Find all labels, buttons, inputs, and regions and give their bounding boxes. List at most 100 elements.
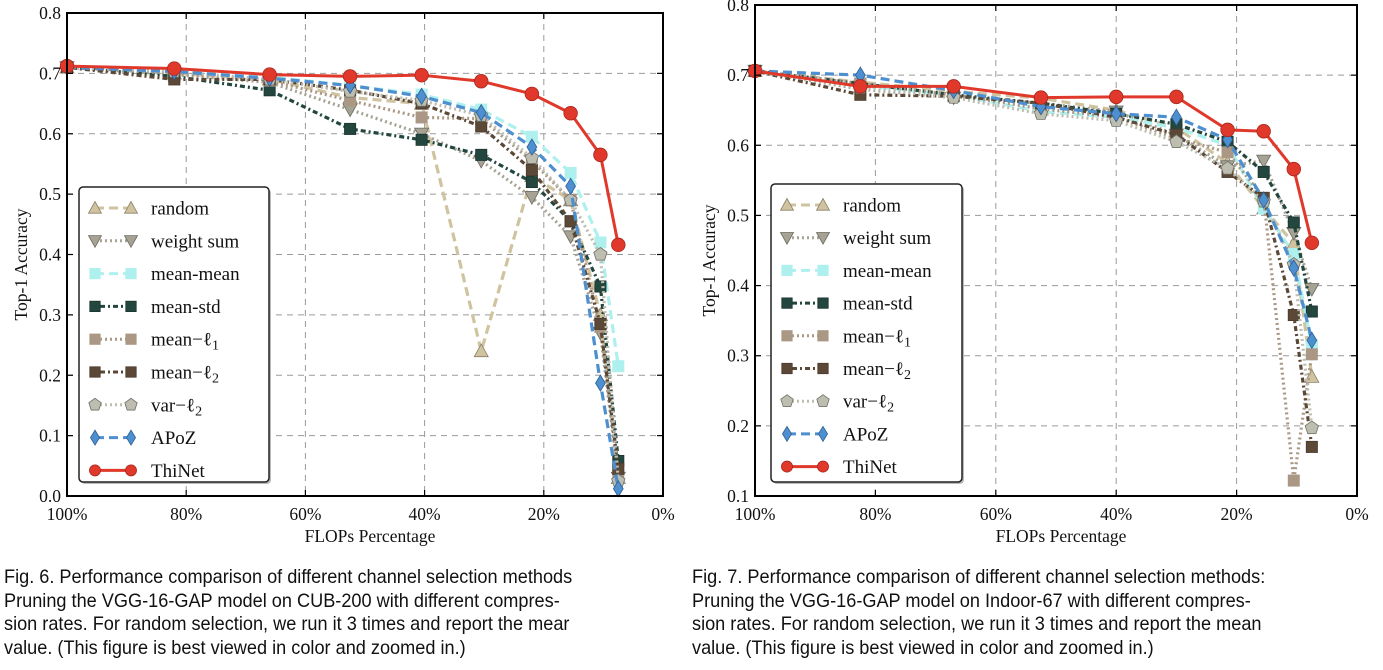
legend-item-mean-std: mean-std [781, 294, 913, 315]
legend-label: random [151, 199, 209, 220]
legend-label: mean-std [843, 294, 913, 315]
x-tick-label: 60% [289, 504, 321, 524]
data-point-apoz [1306, 331, 1318, 350]
data-point-mean-l2 [1305, 440, 1318, 453]
caption-line: Fig. 7. Performance comparison of differ… [692, 566, 1266, 588]
legend-label: var−ℓ2 [151, 395, 202, 419]
legend-marker-icon [125, 300, 137, 313]
data-point-apoz [1171, 108, 1182, 127]
legend-item-var-l2: var−ℓ2 [88, 395, 202, 419]
legend-item-mean-std: mean-std [89, 297, 221, 318]
legend-item-var-l2: var−ℓ2 [780, 392, 894, 416]
legend-marker-icon [817, 425, 829, 443]
data-point-mean-l1 [1287, 474, 1300, 487]
plot-area [59, 58, 626, 498]
legend-marker-icon [89, 267, 101, 280]
data-point-apoz [1288, 259, 1300, 277]
data-point-thinet [611, 237, 626, 253]
legend-label: ThiNet [843, 457, 898, 478]
caption-line: Fig. 6. Performance comparison of differ… [4, 566, 573, 588]
data-point-var-l2 [593, 247, 608, 261]
legend-label: mean−ℓ2 [151, 363, 219, 387]
y-tick-label: 0.4 [39, 245, 61, 265]
series-line-mean-mean [754, 69, 1314, 346]
data-point-thinet [474, 74, 489, 89]
caption-line: Pruning the VGG-16-GAP model on Indoor-6… [692, 589, 1251, 612]
y-tick-label: 0.3 [39, 305, 61, 325]
figure-6-caption: Fig. 6. Performance comparison of differ… [4, 566, 688, 660]
series-line-mean-l2 [754, 69, 1314, 448]
legend-marker-icon [124, 397, 138, 411]
plot-frame [754, 4, 1358, 497]
data-point-thinet [524, 86, 540, 102]
data-point-weight-sum [1256, 154, 1272, 169]
legend-marker-icon [125, 333, 137, 345]
legend-label-subscript: 2 [904, 368, 911, 383]
caption-line: sion rates. For random selection, we run… [4, 613, 570, 635]
legend-marker-icon [125, 464, 137, 477]
caption-line: sion rates. For random selection, we run… [692, 613, 1262, 635]
legend-item-mean-l1: mean−ℓ1 [781, 326, 911, 350]
legend-label: mean-std [151, 297, 221, 318]
data-point-mean-std [344, 122, 357, 135]
y-axis-label: Top-1 Accuracy [11, 208, 31, 320]
legend-item-thinet: ThiNet [781, 457, 898, 478]
x-tick-label: 80% [170, 504, 202, 524]
data-point-thinet [262, 67, 277, 82]
legend-marker-icon [817, 362, 829, 375]
figure-7-chart: 100% 80% 60% 40% 20% 0% 0.1 0.2 0.3 0.4 0.5 0.6 0.7 0… [690, 0, 1383, 555]
data-point-apoz [1258, 191, 1270, 209]
legend-item-random: random [87, 199, 209, 220]
data-point-mean-std [1287, 216, 1300, 229]
legend: random weight sum mean-mean mean-std mean−ℓ1… [770, 183, 964, 484]
data-point-var-l2 [524, 150, 540, 164]
legend-marker-icon [815, 232, 831, 246]
legend-marker-icon [779, 197, 795, 211]
legend-label: APoZ [151, 428, 196, 449]
legend-marker-icon [817, 460, 829, 473]
data-point-thinet [414, 67, 429, 83]
legend-marker-icon [780, 394, 794, 407]
legend-item-apoz: APoZ [781, 424, 888, 445]
series-line-var-l2 [754, 69, 1314, 429]
y-tick-label: 0.5 [727, 205, 749, 225]
series-line-random [754, 69, 1314, 377]
legend-label: ThiNet [151, 461, 206, 482]
legend-marker-icon [779, 232, 795, 246]
legend-item-mean-mean: mean-mean [89, 264, 240, 285]
legend-label-subscript: 1 [904, 335, 911, 350]
y-tick-label: 0.7 [39, 63, 61, 83]
series-line-apoz [66, 65, 620, 490]
data-point-apoz [526, 138, 538, 156]
caption-line: Pruning the VGG-16-GAP model on CUB-200 … [4, 589, 560, 612]
data-point-apoz [1110, 104, 1122, 123]
legend-marker-icon [781, 362, 793, 375]
x-tick-label: 0% [651, 504, 674, 524]
legend-marker-icon [87, 235, 103, 249]
data-point-var-l2 [1304, 420, 1319, 435]
data-point-mean-mean [612, 360, 625, 373]
legend-item-mean-l2: mean−ℓ2 [781, 359, 911, 383]
legend-marker-icon [781, 297, 793, 309]
legend-marker-icon [123, 200, 139, 214]
x-tick-label: 40% [409, 504, 441, 524]
data-point-thinet [593, 147, 608, 163]
data-point-thinet [853, 79, 868, 94]
x-tick-label: 60% [980, 504, 1012, 524]
legend-marker-icon [125, 429, 137, 446]
chart-indoor67: 100% 80% 60% 40% 20% 0% 0.1 0.2 0.3 0.4 0.5 0.6 0.7 0… [699, 0, 1369, 546]
data-point-random [473, 343, 489, 358]
figure-6-chart: 100% 80% 60% 40% 20% 0% 0.0 0.1 0.2 0.3 0.4 0.5 0.6 0… [0, 0, 690, 555]
y-axis-label: Top-1 Accuracy [699, 204, 719, 316]
data-point-thinet [1256, 124, 1271, 139]
x-tick-label: 0% [1345, 504, 1368, 524]
legend-marker-icon [88, 397, 102, 411]
data-point-mean-mean [594, 236, 607, 249]
axes: 100% 80% 60% 40% 20% 0% 0.0 0.1 0.2 0.3 0.4 0.5 0.6 0… [11, 3, 675, 546]
data-point-mean-l2 [475, 120, 488, 133]
data-point-apoz [595, 374, 606, 392]
x-tick-label: 20% [528, 504, 560, 524]
data-point-thinet [563, 106, 578, 121]
data-point-mean-mean [564, 166, 577, 179]
legend-marker-icon [781, 264, 793, 277]
